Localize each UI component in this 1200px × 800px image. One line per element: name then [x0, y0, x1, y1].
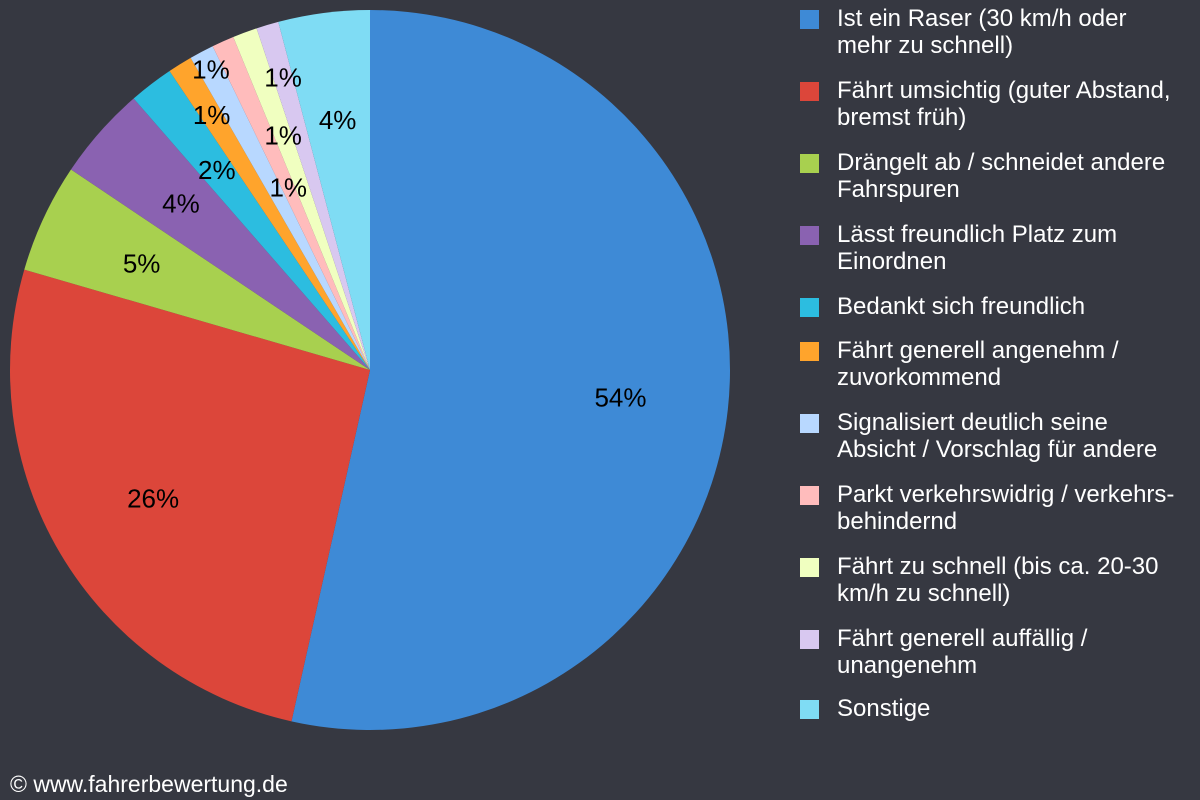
pie-chart: 54%26%5%4%2%1%1%1%1%1%4%: [10, 10, 731, 730]
legend-item: Fährt generell angenehm / zuvorkommend: [800, 337, 1187, 391]
legend-item: Bedankt sich freundlich: [800, 293, 1187, 320]
legend-swatch: [800, 154, 819, 173]
legend-item: Signalisiert deutlich seine Absicht / Vo…: [800, 409, 1187, 463]
pie-slice-10: [278, 10, 370, 370]
legend-swatch: [800, 342, 819, 361]
pie-slice-1: [10, 269, 371, 722]
legend-swatch: [800, 226, 819, 245]
pie-slice-7: [212, 36, 370, 371]
slice-label-8: 1%: [264, 121, 302, 151]
slice-label-3: 4%: [162, 188, 200, 218]
slice-label-4: 2%: [198, 155, 236, 185]
legend-label: Signalisiert deutlich seine Absicht / Vo…: [837, 409, 1158, 463]
slice-label-1: 26%: [127, 483, 179, 513]
pie-slice-9: [256, 21, 370, 371]
legend-label: Fährt generell auffällig / unangenehm: [837, 625, 1088, 679]
pie-slice-4: [133, 70, 370, 370]
legend-item: Fährt umsichtig (guter Abstand, bremst f…: [800, 77, 1187, 131]
slice-label-10: 4%: [319, 105, 357, 135]
legend-label: Lässt freundlich Platz zum Einordnen: [837, 221, 1118, 275]
legend-label: Drängelt ab / schneidet andere Fahrspure…: [837, 149, 1166, 203]
slice-label-0: 54%: [594, 383, 646, 413]
legend-swatch: [800, 414, 819, 433]
legend-label: Fährt generell angenehm / zuvorkommend: [837, 337, 1119, 391]
legend-swatch: [800, 630, 819, 649]
copyright-credit: © www.fahrerbewertung.de: [10, 771, 288, 797]
pie-slice-6: [190, 46, 370, 370]
legend-label: Fährt umsichtig (guter Abstand, bremst f…: [837, 77, 1171, 131]
legend-swatch: [800, 558, 819, 577]
legend-item: Parkt verkehrswidrig / verkehrs-behinder…: [800, 481, 1187, 535]
legend-item: Ist ein Raser (30 km/h oder mehr zu schn…: [800, 5, 1187, 59]
slice-label-9: 1%: [264, 63, 302, 93]
legend-label: Sonstige: [837, 695, 931, 722]
pie-slice-2: [24, 169, 370, 370]
legend-item: Drängelt ab / schneidet andere Fahrspure…: [800, 149, 1187, 203]
slice-label-5: 1%: [193, 100, 231, 130]
legend-swatch: [800, 10, 819, 29]
legend-label: Bedankt sich freundlich: [837, 293, 1086, 320]
legend-item: Lässt freundlich Platz zum Einordnen: [800, 221, 1187, 275]
legend-swatch: [800, 486, 819, 505]
legend-swatch: [800, 700, 819, 719]
pie-slice-5: [169, 57, 370, 370]
pie-slice-0: [291, 10, 731, 730]
legend-label: Fährt zu schnell (bis ca. 20-30 km/h zu …: [837, 553, 1159, 607]
legend-item: Fährt generell auffällig / unangenehm: [800, 625, 1187, 679]
slice-label-7: 1%: [269, 172, 307, 202]
pie-slice-3: [70, 98, 370, 370]
legend-label: Parkt verkehrswidrig / verkehrs-behinder…: [837, 481, 1175, 535]
slice-label-2: 5%: [123, 248, 161, 278]
legend-swatch: [800, 82, 819, 101]
legend-swatch: [800, 298, 819, 317]
legend-label: Ist ein Raser (30 km/h oder mehr zu schn…: [837, 5, 1127, 59]
legend-item: Sonstige: [800, 695, 1187, 722]
legend-item: Fährt zu schnell (bis ca. 20-30 km/h zu …: [800, 553, 1187, 607]
pie-slice-8: [233, 28, 370, 371]
slice-label-6: 1%: [192, 55, 230, 85]
